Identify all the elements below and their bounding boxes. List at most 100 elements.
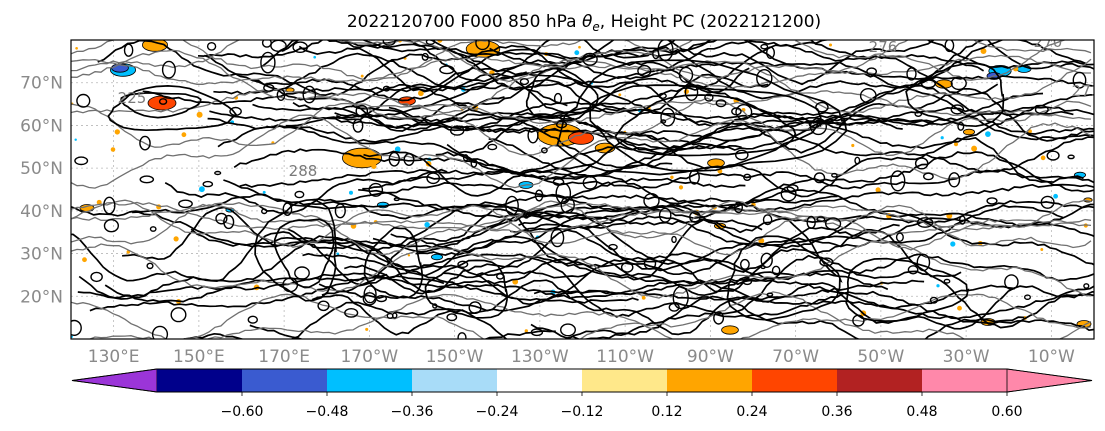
contour-blob	[247, 315, 259, 324]
contour-blob	[229, 106, 242, 117]
contour-blob	[260, 51, 276, 74]
anomaly-speck	[851, 143, 855, 148]
contour-blob	[762, 214, 773, 226]
contour-line	[335, 72, 769, 121]
contour-blob	[678, 66, 694, 83]
colorbar-segment	[242, 369, 328, 392]
anomaly-speck	[336, 252, 340, 256]
contour-blob	[468, 301, 482, 314]
contour-blob	[368, 182, 384, 197]
contour-blob	[161, 60, 176, 79]
lon-label: 170°W	[340, 347, 398, 367]
contour-blob	[657, 40, 674, 61]
contour-blob	[149, 226, 157, 232]
contour-label: 288	[289, 162, 318, 180]
anomaly-speck	[1040, 248, 1044, 251]
contour-blob	[382, 85, 391, 92]
anomaly-speck	[394, 146, 401, 153]
contour-blob	[487, 143, 498, 151]
contour-blob	[388, 151, 400, 167]
contour-loop	[363, 226, 424, 299]
contour-blob	[382, 40, 396, 46]
anomaly-speck	[578, 45, 581, 49]
anomaly-speck	[407, 254, 411, 257]
contour-blob	[742, 277, 753, 286]
contour-line	[223, 177, 746, 219]
colorbar-segment	[157, 369, 243, 392]
contour-blob	[375, 295, 388, 303]
contour-loop	[589, 84, 822, 172]
contour-line	[252, 78, 637, 132]
anomaly-speck	[957, 305, 962, 311]
contour-line	[318, 281, 1016, 312]
contour-blob	[90, 271, 103, 283]
contour-blob	[393, 197, 400, 202]
contour-line	[489, 40, 760, 68]
chart-title: 2022120700 F000 850 hPa θe, Height PC (2…	[347, 12, 821, 34]
contour-line	[132, 210, 763, 249]
colorbar-segment	[837, 369, 923, 392]
contour-blob	[139, 175, 155, 184]
anomaly-speck	[875, 187, 881, 193]
contour-blob	[824, 217, 842, 231]
contour-blob	[553, 92, 563, 105]
contour-blob	[929, 296, 939, 304]
anomaly-patch	[430, 253, 443, 261]
contour-line	[97, 40, 999, 97]
contour-loop	[726, 235, 843, 321]
contour-blob	[643, 192, 660, 209]
contour-blob	[505, 195, 519, 216]
contour-blob	[294, 266, 310, 280]
colorbar-segment	[412, 369, 498, 392]
contour-blob	[206, 42, 217, 51]
contour-loop	[273, 218, 335, 289]
colorbar-tick-label: −0.48	[306, 404, 349, 420]
contour-blob	[1072, 71, 1087, 89]
contour-blob	[550, 228, 565, 248]
contour-blob	[1034, 105, 1049, 115]
contour-blob	[139, 135, 151, 151]
contour-line	[334, 73, 1094, 150]
anomaly-speck	[936, 284, 940, 288]
anomaly-speck	[262, 190, 266, 194]
contour-blob	[760, 43, 769, 50]
contour-line	[190, 201, 648, 253]
height-contour	[71, 240, 1092, 299]
contour-blob	[355, 104, 369, 118]
contour-line	[292, 87, 1044, 132]
contour-blob	[534, 189, 544, 202]
anomaly-speck	[196, 111, 203, 118]
contour-blob	[261, 208, 268, 215]
contour-blob	[555, 182, 572, 205]
contour-blob	[403, 152, 415, 166]
anomaly-speck	[678, 185, 684, 190]
colorbar-segment	[582, 369, 668, 392]
contour-blob	[1046, 150, 1060, 161]
height-contour	[71, 97, 1092, 157]
lon-label: 70°W	[772, 347, 819, 367]
colorbar-tick-label: 0.24	[736, 404, 767, 420]
contour-blob	[541, 147, 548, 154]
contour-line	[358, 188, 1094, 230]
contour-blob	[446, 313, 458, 322]
contour-blob	[292, 41, 309, 54]
contour-blob	[735, 149, 749, 161]
contour-loop	[905, 62, 1005, 128]
contour-blob	[948, 172, 961, 188]
contour-blob	[457, 332, 467, 339]
colorbar-tick-label: −0.24	[476, 404, 519, 420]
anomaly-patch	[341, 147, 382, 169]
contour-blob	[344, 307, 359, 318]
colorbar-segment	[752, 369, 838, 392]
height-contour	[71, 202, 1092, 234]
contour-blob	[950, 76, 967, 91]
lon-label: 50°W	[857, 347, 904, 367]
contour-blob	[519, 78, 530, 86]
anomaly-speck	[181, 132, 187, 138]
anomaly-speck	[539, 137, 543, 141]
contour-blob	[582, 52, 598, 66]
height-contour	[71, 40, 1074, 83]
contour-blob	[294, 190, 305, 199]
contour-blob	[276, 88, 286, 101]
contour-blob	[704, 93, 714, 102]
